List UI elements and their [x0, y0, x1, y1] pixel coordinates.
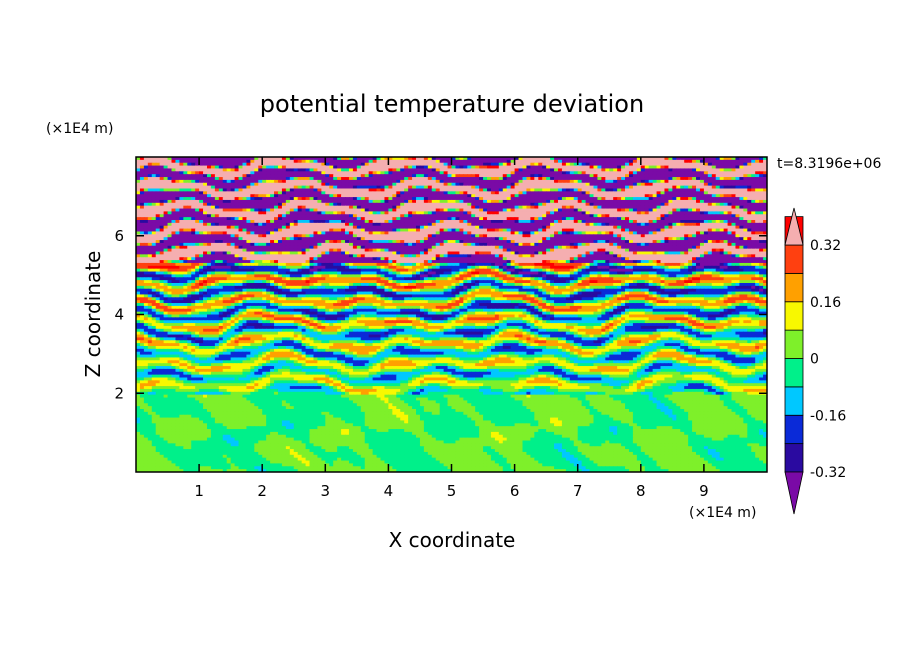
chart-title: potential temperature deviation — [260, 90, 644, 118]
y-unit-label: (×1E4 m) — [46, 121, 113, 137]
plot-area — [136, 157, 768, 473]
time-label: t=8.3196e+06 — [777, 156, 881, 172]
